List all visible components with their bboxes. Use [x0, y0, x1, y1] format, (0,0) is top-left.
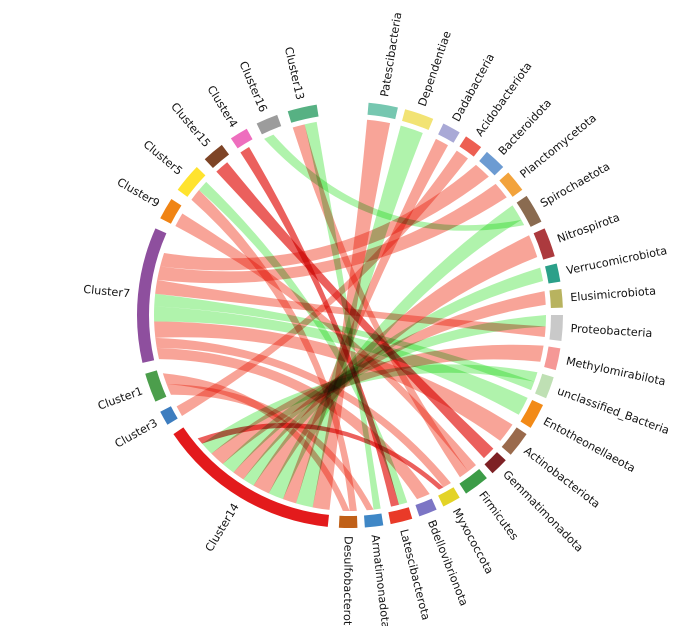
- label-Firmicutes: Firmicutes: [476, 489, 521, 543]
- arc-Dependentiae: [402, 109, 434, 130]
- label-Nitrospirota: Nitrospirota: [555, 211, 621, 246]
- chord-Cluster14-Nitrospirota: [253, 235, 538, 494]
- label-Elusimicrobiota: Elusimicrobiota: [570, 284, 657, 304]
- arc-Cluster3: [160, 406, 178, 425]
- label-Patescibacteria: Patescibacteria: [378, 11, 404, 97]
- arc-Dadabacteria: [438, 123, 460, 143]
- chord-Cluster4-Latescibacterota: [240, 147, 400, 507]
- arc-Desulfobacterota: [338, 515, 358, 529]
- arc-Cluster9: [160, 198, 182, 224]
- label-Cluster7: Cluster7: [83, 283, 131, 300]
- arc-Proteobacteria: [549, 315, 563, 341]
- label-Verrucomicrobiota: Verrucomicrobiota: [565, 244, 668, 277]
- label-Spirochaetota: Spirochaetota: [538, 160, 612, 210]
- label-Latescibacterota: Latescibacterota: [397, 528, 432, 622]
- label-Dependentiae: Dependentiae: [416, 29, 454, 108]
- arc-Actinobacteriota: [501, 427, 527, 455]
- label-Cluster9: Cluster9: [115, 175, 162, 210]
- arc-Cluster1: [145, 370, 167, 402]
- arc-Myxococcota: [438, 487, 460, 507]
- chord-Cluster7-unclassified_Bacteria: [154, 293, 535, 391]
- label-Methylomirabilota: Methylomirabilota: [565, 355, 667, 389]
- chord-Cluster7-Bacteroidota: [160, 164, 489, 271]
- arc-Armatimonadota: [364, 513, 384, 528]
- chord-Cluster7-Proteobacteria: [155, 279, 546, 337]
- chord-Cluster13-Firmicutes: [292, 124, 469, 478]
- arc-Latescibacterota: [388, 507, 413, 525]
- arc-Cluster16: [256, 114, 282, 135]
- arc-Cluster7: [137, 228, 167, 363]
- label-Proteobacteria: Proteobacteria: [570, 322, 652, 340]
- arc-Gemmatimonadota: [484, 452, 506, 474]
- chord-Cluster14-Verrucomicrobiota: [243, 267, 544, 486]
- arc-Cluster13: [287, 104, 319, 123]
- arc-Planctomycetota: [499, 172, 523, 197]
- label-Desulfobacterota: Desulfobacterota: [341, 536, 355, 626]
- label-Cluster16: Cluster16: [237, 59, 270, 114]
- arc-Verrucomicrobiota: [545, 263, 561, 284]
- arc-Cluster4: [230, 128, 253, 149]
- label-Cluster14: Cluster14: [203, 501, 242, 554]
- arc-Patescibacteria: [367, 102, 398, 120]
- chord-Cluster14-Spirochaetota: [268, 205, 522, 500]
- arc-Methylomirabilota: [544, 346, 561, 371]
- chord-Cluster7-Planctomycetota: [157, 183, 507, 284]
- arc-Bdellovibrionota: [415, 498, 437, 517]
- chord-Cluster13-Armatimonadota: [304, 121, 381, 510]
- arc-Elusimicrobiota: [549, 289, 563, 308]
- arc-unclassified_Bacteria: [535, 373, 554, 399]
- label-Cluster5: Cluster5: [141, 138, 185, 178]
- arc-Entotheonellaeota: [520, 399, 544, 428]
- label-Cluster1: Cluster1: [96, 384, 144, 412]
- arc-Cluster14: [173, 427, 329, 527]
- label-Cluster4: Cluster4: [204, 83, 240, 130]
- chord-Cluster7-Entotheonellaeota: [154, 306, 528, 415]
- arc-Spirochaetota: [516, 195, 542, 227]
- label-Cluster3: Cluster3: [113, 416, 160, 450]
- chord-Cluster3-Acidobacteriota: [176, 150, 468, 416]
- arc-Bacteroidota: [479, 151, 504, 176]
- chord-Cluster7-Actinobacteriota: [154, 321, 513, 441]
- chord-Cluster14-Myxococcota: [197, 422, 444, 490]
- arc-Cluster5: [177, 167, 206, 197]
- label-Armatimonadota: Armatimonadota: [369, 534, 393, 626]
- arc-Nitrospirota: [533, 228, 555, 260]
- chord-Cluster1-Armatimonadota: [166, 384, 374, 511]
- chord-Cluster9-Firmicutes: [175, 213, 476, 472]
- label-Cluster15: Cluster15: [168, 100, 213, 150]
- chord-Cluster14-Elusimicrobiota: [233, 291, 546, 480]
- label-Cluster13: Cluster13: [282, 46, 307, 101]
- arc-Acidobacteriota: [459, 136, 482, 157]
- chord-Cluster15-Gemmatimonadota: [216, 162, 494, 459]
- arc-Cluster15: [204, 144, 230, 168]
- arc-Firmicutes: [459, 468, 487, 494]
